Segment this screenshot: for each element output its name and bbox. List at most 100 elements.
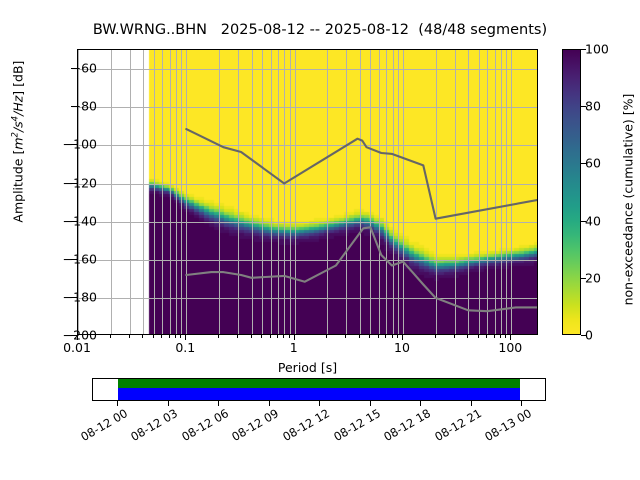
x-minor-tick-mark: [505, 335, 507, 338]
x-minor-tick-mark: [288, 335, 290, 338]
timeline-tick-label: 08-12 21: [431, 406, 484, 444]
timeline-tick-mark: [420, 401, 421, 406]
y-tick-label: −100: [62, 136, 97, 152]
x-minor-tick-mark: [486, 335, 488, 338]
x-minor-tick-mark: [385, 335, 387, 338]
colorbar-tick-mark: [581, 220, 586, 222]
x-minor-tick-mark: [283, 335, 285, 338]
x-minor-tick-mark: [358, 335, 360, 338]
colorbar-tick-mark: [581, 335, 586, 336]
y-tick-mark: [71, 144, 77, 146]
y-tick-mark: [71, 296, 77, 298]
timeline-tick-label: 08-12 12: [280, 406, 332, 444]
x-minor-tick-mark: [161, 335, 163, 338]
timeline-tick-mark: [369, 401, 371, 406]
y-tick-mark: [71, 182, 77, 184]
y-tick-mark: [71, 68, 77, 70]
x-minor-tick-mark: [174, 335, 176, 338]
x-minor-tick-mark: [276, 335, 278, 338]
x-minor-tick-mark: [434, 335, 436, 338]
x-minor-tick-mark: [168, 335, 170, 338]
timeline-tick-mark: [521, 401, 522, 406]
timeline-tick-label: 08-12 15: [330, 406, 383, 444]
y-axis-label: Amplitude [m2/s4/Hz] [dB]: [10, 0, 25, 292]
timeline-tick-label: 08-13 00: [482, 406, 535, 444]
x-tick-mark: [293, 335, 295, 340]
colorbar-tick-mark: [581, 277, 586, 279]
y-tick-mark: [71, 335, 77, 336]
colorbar-tick-label: 20: [585, 270, 601, 286]
timeline-tick-mark: [167, 401, 169, 406]
coverage-timeline-axes[interactable]: [92, 378, 546, 401]
x-minor-tick-mark: [326, 335, 328, 338]
x-minor-tick-mark: [217, 335, 219, 338]
x-minor-tick-mark: [269, 335, 271, 338]
colorbar-tick-mark: [581, 163, 586, 165]
x-minor-tick-mark: [453, 335, 455, 338]
x-minor-tick-mark: [142, 335, 144, 338]
y-label-suffix: ] [dB]: [10, 60, 26, 96]
x-minor-tick-mark: [467, 335, 469, 338]
x-minor-tick-mark: [128, 335, 130, 338]
y-tick-label: −80: [70, 98, 97, 114]
colorbar-tick-label: 80: [585, 98, 601, 114]
timeline-tick-mark: [268, 401, 270, 406]
x-tick-label: 10: [394, 340, 410, 355]
y-tick-label: −160: [62, 251, 97, 267]
timeline-tick-label: 08-12 09: [229, 406, 282, 444]
timeline-segment: [117, 379, 521, 388]
x-minor-tick-mark: [261, 335, 263, 338]
x-minor-tick-mark: [250, 335, 252, 338]
timeline-tick-label: 08-12 00: [78, 406, 130, 444]
x-minor-tick-mark: [391, 335, 393, 338]
y-tick-label: −180: [62, 289, 97, 305]
x-minor-tick-mark: [237, 335, 238, 338]
y-label-prefix: Amplitude [: [10, 149, 26, 223]
y-tick-mark: [71, 220, 77, 222]
page-title: BW.WRNG..BHN 2025-08-12 -- 2025-08-12 (4…: [92, 22, 548, 38]
x-minor-tick-mark: [345, 335, 347, 338]
x-tick-mark: [77, 335, 78, 340]
coverage-segments: [93, 379, 545, 400]
y-label-unit: m2/s4/Hz: [10, 95, 26, 150]
x-minor-tick-mark: [369, 335, 371, 338]
colorbar-tick-mark: [581, 49, 586, 50]
ppsd-histogram: [78, 50, 537, 334]
x-tick-mark: [510, 335, 512, 340]
x-tick-mark: [185, 335, 187, 340]
colorbar-tick-label: 60: [585, 155, 601, 171]
colorbar-tick-label: 40: [585, 213, 601, 229]
x-tick-label: 0.1: [175, 340, 196, 355]
ppsd-plot-axes[interactable]: [77, 49, 538, 335]
y-tick-label: −140: [62, 213, 97, 229]
timeline-tick-mark: [470, 401, 472, 406]
ppsd-density-image: [78, 50, 537, 334]
timeline-tick-mark: [218, 401, 219, 406]
timeline-tick-mark: [117, 401, 118, 406]
colorbar-gradient: [563, 50, 580, 334]
x-minor-tick-mark: [477, 335, 479, 338]
x-minor-tick-mark: [378, 335, 379, 338]
timeline-segment: [117, 387, 521, 400]
x-minor-tick-mark: [499, 335, 501, 338]
timeline-tick-mark: [319, 401, 320, 406]
y-tick-label: −120: [62, 175, 97, 190]
x-minor-tick-mark: [152, 335, 154, 338]
colorbar-tick-mark: [581, 106, 586, 108]
x-minor-tick-mark: [397, 335, 399, 338]
timeline-tick-label: 08-12 03: [128, 406, 181, 444]
x-tick-label: 0.01: [63, 340, 91, 355]
timeline-tick-label: 08-12 18: [381, 406, 433, 444]
x-minor-tick-mark: [109, 335, 111, 338]
x-minor-tick-mark: [493, 335, 495, 338]
x-tick-mark: [402, 335, 403, 340]
timeline-tick-label: 08-12 06: [179, 406, 231, 444]
colorbar-tick-label: 100: [585, 41, 609, 57]
colorbar[interactable]: [562, 49, 581, 335]
x-axis-label: Period [s]: [277, 360, 338, 375]
colorbar-tick-label: 0: [585, 327, 593, 343]
y-tick-mark: [71, 106, 77, 108]
x-tick-label: 1: [289, 340, 298, 355]
x-minor-tick-mark: [180, 335, 182, 338]
y-tick-label: −60: [70, 60, 97, 76]
